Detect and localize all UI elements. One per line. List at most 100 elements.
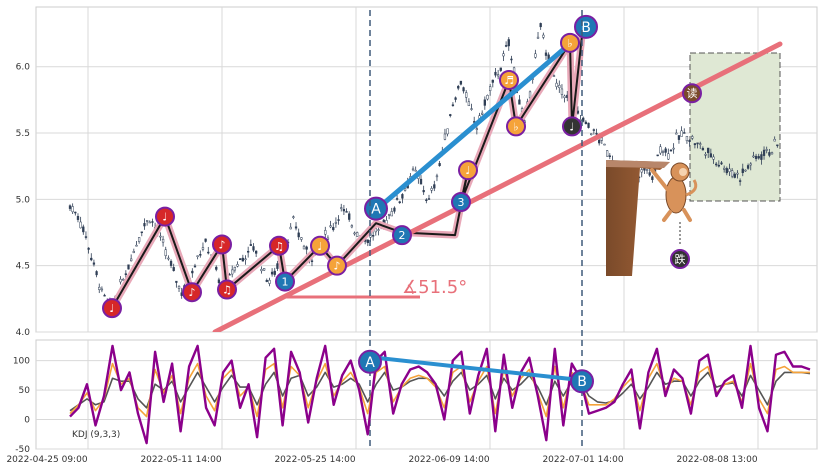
marker-13: [499, 69, 519, 90]
candle-body: [425, 199, 428, 201]
x-tick-label: 2022-05-11 14:00: [140, 455, 221, 465]
candle-body: [273, 270, 276, 275]
candle-body: [741, 168, 744, 173]
candle-body: [494, 71, 497, 76]
kdj-marker-label: A: [365, 355, 375, 371]
y-tick-label: 0: [24, 416, 30, 426]
candle-body: [231, 269, 234, 275]
candle-body: [215, 266, 218, 270]
candle-body: [486, 94, 489, 100]
marker-0: [102, 298, 122, 319]
candle-body: [770, 152, 774, 155]
candle-body: [691, 136, 694, 139]
candle-body: [324, 230, 327, 235]
price-y-ticks: 4.0 4.5 5.0 5.5 6.0: [16, 63, 31, 338]
marker-label: 跌: [675, 252, 686, 266]
candle-body: [648, 172, 651, 176]
marker-6: [275, 271, 295, 292]
candle-body: [600, 137, 603, 141]
marker-label: ♩: [109, 302, 114, 315]
candle-body: [730, 170, 734, 177]
candle-body: [371, 235, 375, 237]
candle-body: [704, 154, 707, 156]
marker-10: [392, 225, 412, 246]
candle-body: [768, 152, 771, 156]
x-axis-ticks: 2022-04-25 09:00 2022-05-11 14:00 2022-05-…: [6, 455, 757, 465]
candle-body: [207, 251, 210, 254]
candle-body: [723, 167, 726, 170]
candle-body: [201, 247, 205, 250]
candle-body: [483, 99, 486, 106]
candle-body: [552, 75, 556, 77]
candle-body: [353, 232, 356, 235]
candle-body: [733, 173, 736, 178]
marker-label: 3: [458, 196, 465, 209]
candle-body: [145, 220, 149, 222]
candle-body: [715, 163, 718, 166]
candle-body: [451, 104, 455, 106]
candle-body: [438, 163, 441, 167]
candle-body: [449, 114, 452, 116]
candle-body: [502, 53, 505, 57]
marker-label: ♩: [465, 164, 470, 177]
candle-body: [475, 128, 479, 130]
angle-annotation: ∡51.5°: [402, 277, 467, 298]
candle-body: [539, 23, 542, 28]
candle-body: [603, 143, 606, 146]
candle-body: [435, 175, 439, 178]
candle-body: [90, 257, 93, 261]
candle-body: [680, 130, 683, 137]
candle-body: [167, 257, 170, 260]
candle-body: [496, 74, 500, 77]
candle-body: [765, 149, 768, 151]
candle-body: [414, 169, 417, 172]
candle-body: [712, 156, 715, 160]
candle-body: [584, 121, 588, 124]
marker-11: [451, 192, 471, 212]
candle-body: [443, 133, 447, 140]
candle-body: [752, 155, 755, 158]
candle-body: [98, 286, 101, 290]
marker-16: [562, 116, 582, 137]
candle-body: [84, 236, 88, 238]
candle-body: [305, 246, 308, 250]
marker-label: ♩: [569, 120, 574, 133]
y-tick-label: 4.0: [16, 328, 31, 338]
candle-body: [270, 271, 274, 275]
candle-body: [191, 270, 194, 274]
candle-body: [685, 135, 689, 142]
kdj-y-ticks: -50 0 50 100: [13, 357, 30, 455]
candle-body: [265, 279, 268, 282]
candle-body: [717, 164, 720, 167]
marker-label: 1: [282, 276, 289, 289]
candle-body: [132, 251, 135, 254]
candle-body: [776, 144, 779, 147]
candle-body: [651, 176, 654, 180]
candle-body: [481, 112, 484, 115]
marker-12: [458, 160, 478, 181]
candle-body: [433, 184, 436, 189]
candle-body: [135, 244, 138, 247]
indicator-grid: [36, 340, 817, 450]
candle-body: [68, 205, 72, 209]
candle-body: [130, 258, 133, 262]
x-tick-label: 2022-08-08 13:00: [676, 455, 757, 465]
candle-body: [148, 221, 151, 224]
ab-line-price: [373, 39, 575, 213]
candle-body: [262, 268, 266, 271]
candle-body: [736, 172, 739, 175]
candle-body: [151, 221, 154, 223]
candle-body: [754, 155, 758, 159]
candle-body: [542, 34, 545, 38]
candle-body: [760, 154, 763, 160]
marker-label: 读: [687, 86, 698, 100]
candle-body: [236, 264, 239, 267]
y-tick-label: 50: [19, 386, 31, 396]
candle-body: [659, 146, 662, 154]
candle-body: [699, 143, 702, 145]
candle-body: [773, 139, 776, 142]
candle-body: [427, 198, 431, 200]
marker-4: [217, 279, 237, 300]
kdj-marker-B: [570, 369, 594, 394]
candle-body: [446, 128, 449, 135]
